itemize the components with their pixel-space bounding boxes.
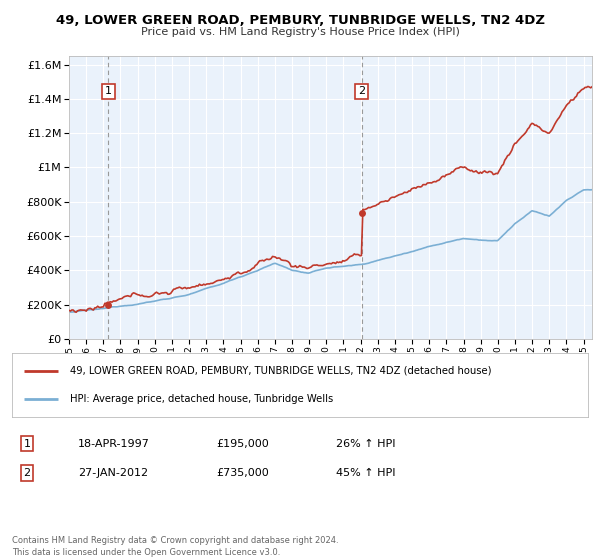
Text: 45% ↑ HPI: 45% ↑ HPI	[336, 468, 395, 478]
Text: 18-APR-1997: 18-APR-1997	[78, 438, 150, 449]
Text: 1: 1	[105, 86, 112, 96]
Text: Price paid vs. HM Land Registry's House Price Index (HPI): Price paid vs. HM Land Registry's House …	[140, 27, 460, 37]
Text: £195,000: £195,000	[216, 438, 269, 449]
Text: HPI: Average price, detached house, Tunbridge Wells: HPI: Average price, detached house, Tunb…	[70, 394, 333, 404]
Text: 49, LOWER GREEN ROAD, PEMBURY, TUNBRIDGE WELLS, TN2 4DZ (detached house): 49, LOWER GREEN ROAD, PEMBURY, TUNBRIDGE…	[70, 366, 491, 376]
Text: £735,000: £735,000	[216, 468, 269, 478]
Text: Contains HM Land Registry data © Crown copyright and database right 2024.
This d: Contains HM Land Registry data © Crown c…	[12, 536, 338, 557]
Text: 27-JAN-2012: 27-JAN-2012	[78, 468, 148, 478]
Text: 26% ↑ HPI: 26% ↑ HPI	[336, 438, 395, 449]
Text: 49, LOWER GREEN ROAD, PEMBURY, TUNBRIDGE WELLS, TN2 4DZ: 49, LOWER GREEN ROAD, PEMBURY, TUNBRIDGE…	[56, 14, 545, 27]
Text: 2: 2	[358, 86, 365, 96]
Text: 2: 2	[23, 468, 31, 478]
Text: 1: 1	[23, 438, 31, 449]
